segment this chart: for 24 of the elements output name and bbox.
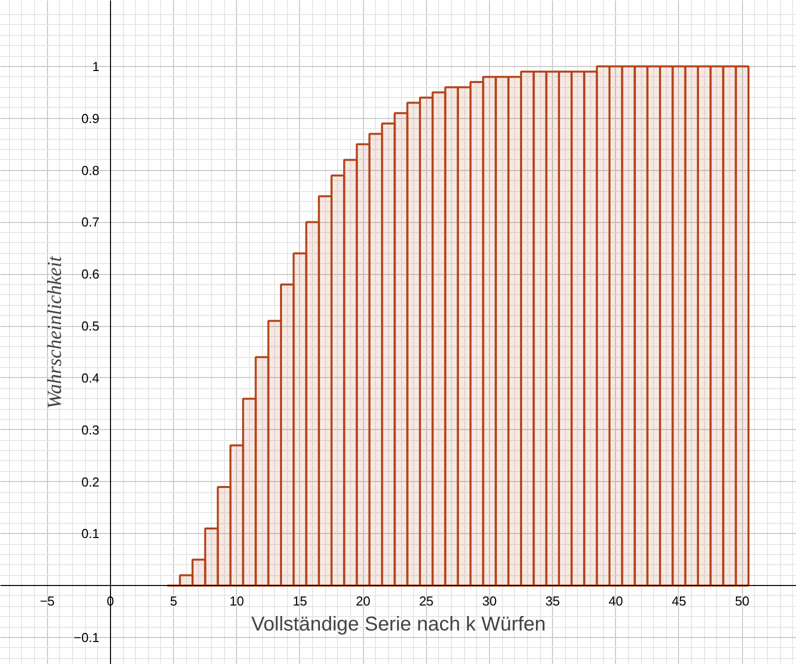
y-tick-label: 0.1	[81, 526, 100, 542]
y-tick-label: 0.4	[81, 370, 100, 386]
x-tick-label: 50	[734, 594, 750, 609]
x-tick-label: 5	[170, 594, 178, 609]
y-tick-label: −0.1	[74, 630, 100, 646]
x-tick-label: 45	[672, 594, 686, 609]
x-tick-label: 25	[419, 594, 434, 609]
x-tick-label: 35	[545, 594, 560, 609]
x-tick-label: 30	[482, 594, 497, 609]
y-axis-title: Wahrscheinlichkeit	[44, 256, 66, 409]
x-tick-label: 15	[292, 594, 308, 609]
x-tick-label: 20	[356, 594, 370, 609]
y-tick-label: 0.5	[81, 318, 100, 334]
y-tick-label: 0.7	[81, 214, 100, 230]
y-tick-label: 0.3	[81, 422, 100, 438]
x-tick-label: 40	[608, 594, 624, 609]
y-tick-label: 0.6	[81, 266, 100, 282]
x-axis-title: Vollständige Serie nach k Würfen	[251, 614, 546, 636]
x-tick-label: −5	[40, 594, 55, 609]
x-tick-label: 10	[230, 594, 244, 609]
y-tick-label: 1	[92, 58, 100, 74]
y-tick-label: 0.9	[81, 110, 100, 126]
y-tick-label: 0.8	[81, 162, 100, 178]
y-tick-label: 0.2	[81, 474, 100, 490]
